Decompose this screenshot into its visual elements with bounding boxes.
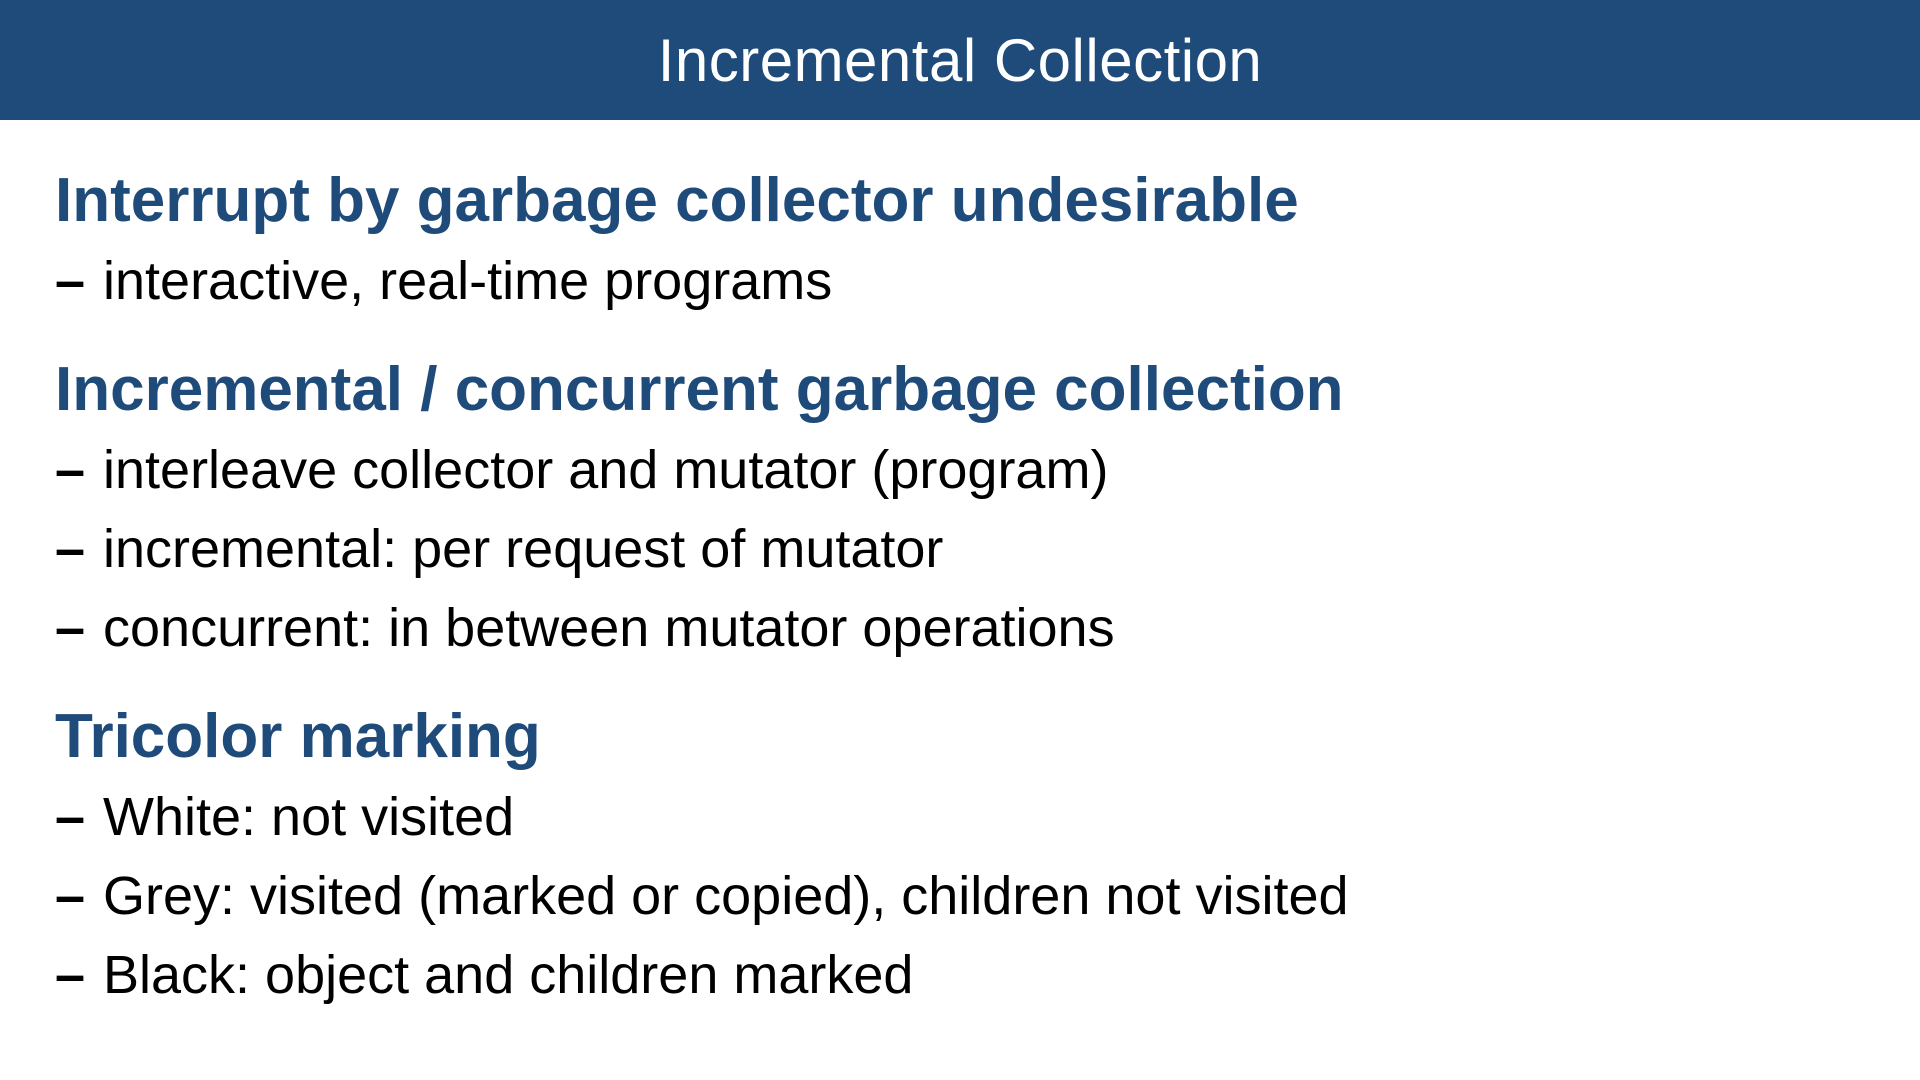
bullet-dash: – [55,598,86,658]
bullet-text: interactive, real-time programs [103,251,833,311]
bullet-dash: – [55,866,86,926]
bullet-text: incremental: per request of mutator [103,519,944,579]
bullet-item: – interleave collector and mutator (prog… [55,431,1865,510]
bullet-text: Grey: visited (marked or copied), childr… [103,866,1349,926]
bullet-item: – White: not visited [55,778,1865,857]
section-incremental-concurrent: Incremental / concurrent garbage collect… [55,349,1865,668]
bullet-text: interleave collector and mutator (progra… [103,440,1109,500]
title-bar: Incremental Collection [0,0,1920,120]
bullet-text: White: not visited [103,787,515,847]
bullet-item: – incremental: per request of mutator [55,510,1865,589]
section-heading: Tricolor marking [55,702,541,771]
bullet-text: Black: object and children marked [103,945,914,1005]
section-heading: Interrupt by garbage collector undesirab… [55,166,1299,235]
bullet-item: – Grey: visited (marked or copied), chil… [55,857,1865,936]
slide-content: Interrupt by garbage collector undesirab… [55,160,1865,1015]
bullet-text: concurrent: in between mutator operation… [103,598,1115,658]
bullet-item: – Black: object and children marked [55,936,1865,1015]
bullet-item: – concurrent: in between mutator operati… [55,589,1865,668]
bullet-list: – White: not visited – Grey: visited (ma… [55,778,1865,1015]
section-heading: Incremental / concurrent garbage collect… [55,355,1344,424]
section-interrupt: Interrupt by garbage collector undesirab… [55,160,1865,321]
section-tricolor: Tricolor marking – White: not visited – … [55,696,1865,1015]
slide-title: Incremental Collection [657,26,1263,94]
bullet-dash: – [55,251,86,311]
bullet-dash: – [55,519,86,579]
bullet-list: – interleave collector and mutator (prog… [55,431,1865,668]
bullet-dash: – [55,787,86,847]
bullet-dash: – [55,945,86,1005]
bullet-dash: – [55,440,86,500]
bullet-item: – interactive, real-time programs [55,242,1865,321]
bullet-list: – interactive, real-time programs [55,242,1865,321]
